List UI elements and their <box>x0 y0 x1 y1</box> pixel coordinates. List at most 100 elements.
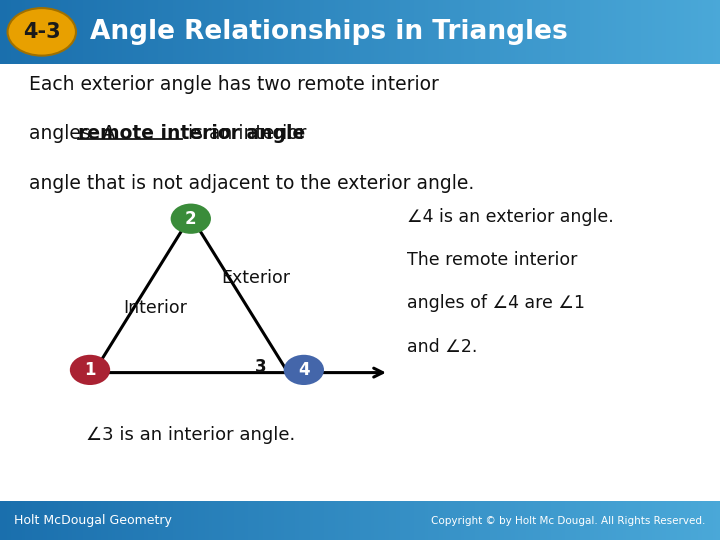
Bar <box>684 0 688 64</box>
Text: Angle Relationships in Triangles: Angle Relationships in Triangles <box>90 19 568 45</box>
Bar <box>137 501 141 540</box>
Bar <box>29 501 33 540</box>
Circle shape <box>70 355 110 385</box>
Bar <box>86 501 91 540</box>
Bar <box>65 0 69 64</box>
Bar <box>205 0 210 64</box>
Bar <box>673 0 678 64</box>
Bar <box>43 0 48 64</box>
Bar <box>328 501 332 540</box>
Bar <box>547 501 552 540</box>
Bar <box>526 0 530 64</box>
Bar <box>479 501 483 540</box>
Text: 4: 4 <box>298 361 310 379</box>
Bar <box>101 0 105 64</box>
Bar <box>436 0 440 64</box>
Bar <box>691 0 696 64</box>
Bar <box>266 501 271 540</box>
Bar <box>90 501 94 540</box>
Bar <box>72 0 76 64</box>
Bar <box>173 501 177 540</box>
Bar <box>198 0 202 64</box>
Bar <box>652 501 656 540</box>
Bar <box>410 0 415 64</box>
Bar <box>414 0 418 64</box>
Bar <box>281 501 285 540</box>
Bar <box>378 0 382 64</box>
Bar <box>184 501 188 540</box>
Bar <box>216 0 220 64</box>
Bar <box>151 0 156 64</box>
Text: remote interior angle: remote interior angle <box>78 124 305 143</box>
Bar <box>425 0 429 64</box>
Bar <box>508 0 512 64</box>
Bar <box>295 501 300 540</box>
Bar <box>338 501 343 540</box>
Bar <box>202 0 206 64</box>
Bar <box>698 0 703 64</box>
Bar <box>659 501 663 540</box>
Bar <box>140 501 145 540</box>
Bar <box>335 501 339 540</box>
Bar <box>313 501 318 540</box>
Bar <box>576 0 580 64</box>
Bar <box>259 0 264 64</box>
Bar <box>464 0 469 64</box>
Bar <box>180 501 184 540</box>
Bar <box>601 0 606 64</box>
Bar <box>112 0 116 64</box>
Bar <box>540 501 544 540</box>
Bar <box>612 0 616 64</box>
Bar <box>385 0 390 64</box>
Bar <box>86 0 91 64</box>
Bar <box>522 501 526 540</box>
Bar <box>518 501 523 540</box>
Bar <box>241 501 246 540</box>
Text: ∠3 is an interior angle.: ∠3 is an interior angle. <box>86 426 295 444</box>
Bar <box>403 501 408 540</box>
Bar <box>281 0 285 64</box>
Bar <box>630 501 634 540</box>
Bar <box>295 0 300 64</box>
Bar <box>374 0 379 64</box>
Bar <box>418 501 422 540</box>
Bar <box>40 501 44 540</box>
Bar <box>500 501 505 540</box>
Bar <box>385 501 390 540</box>
Bar <box>144 501 148 540</box>
Bar <box>169 0 174 64</box>
Bar <box>706 0 710 64</box>
Bar <box>569 501 573 540</box>
Bar <box>252 0 256 64</box>
Bar <box>472 0 476 64</box>
Bar <box>587 0 591 64</box>
Bar <box>202 501 206 540</box>
Bar <box>36 501 40 540</box>
Bar <box>486 0 490 64</box>
Bar <box>389 0 393 64</box>
Bar <box>392 501 397 540</box>
Bar <box>83 501 87 540</box>
Bar <box>551 501 555 540</box>
Bar <box>320 501 325 540</box>
Bar <box>310 0 314 64</box>
Bar <box>230 501 235 540</box>
Bar <box>583 501 588 540</box>
Bar <box>536 0 541 64</box>
Bar <box>623 501 627 540</box>
Bar <box>299 0 303 64</box>
Bar <box>72 501 76 540</box>
Bar <box>407 0 411 64</box>
Bar <box>209 501 213 540</box>
Bar <box>97 0 102 64</box>
Bar <box>227 501 231 540</box>
Bar <box>551 0 555 64</box>
Bar <box>490 501 494 540</box>
Bar <box>461 0 465 64</box>
Bar <box>223 0 228 64</box>
Bar <box>695 501 699 540</box>
Bar <box>371 0 375 64</box>
Bar <box>410 501 415 540</box>
Bar <box>616 0 620 64</box>
Bar <box>569 0 573 64</box>
